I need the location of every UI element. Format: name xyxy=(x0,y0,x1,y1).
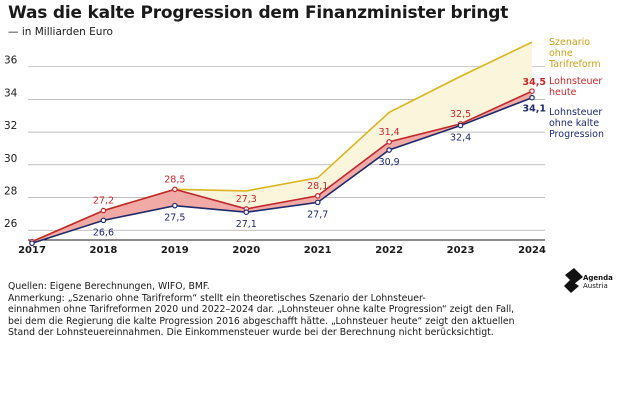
series-lines xyxy=(29,41,535,247)
x-tick-label: 2017 xyxy=(18,245,46,256)
data-label: 32,5 xyxy=(450,109,471,120)
point-heute xyxy=(386,139,392,145)
legend-entry-text: Szenario xyxy=(549,37,590,48)
point-ohne-kalte-progression xyxy=(172,202,178,209)
point-ohne-kalte-progression xyxy=(243,209,250,215)
annotation-line-2: einnahmen ohne Tarifreformen 2020 und 20… xyxy=(8,304,515,315)
x-tick-label: 2022 xyxy=(375,245,403,256)
data-label: 27,7 xyxy=(307,209,328,220)
data-labels: 27,2 28,5 27,3 28,1 31,4 32,5 26,6 27,5 27,1 27,7… xyxy=(93,77,546,238)
y-tick-label: 32 xyxy=(4,120,17,132)
data-label: 34,1 xyxy=(523,104,546,115)
point-heute xyxy=(314,193,321,199)
data-label: 26,6 xyxy=(93,227,114,238)
logo-name: Agenda xyxy=(583,274,613,282)
point-ohne-kalte-progression xyxy=(314,199,321,206)
legend: SzenarioohneTarifreformLohnsteuerheuteLo… xyxy=(548,37,604,140)
legend-entry-text: Lohnsteuer xyxy=(549,76,602,87)
point-ohne-kalte-progression xyxy=(457,122,464,129)
legend-entry-text: ohne xyxy=(549,48,573,59)
point-heute xyxy=(172,186,178,193)
annotation-line-1: Anmerkung: „Szenario ohne Tarifreform“ s… xyxy=(8,292,426,304)
x-tick-label: 2019 xyxy=(161,245,189,256)
point-ohne-kalte-progression xyxy=(386,147,392,153)
line-chart: 27,2 28,5 27,3 28,1 31,4 32,5 26,6 27,5 27,1 27,7… xyxy=(4,37,604,256)
point-ohne-kalte-progression xyxy=(100,217,107,224)
logo-text: Agenda Austria xyxy=(583,274,613,290)
chart-subtitle: — in Milliarden Euro xyxy=(8,26,113,38)
source-note: Quellen: Eigene Berechnungen, WIFO, BMF. xyxy=(8,281,210,292)
legend-entry-text: Lohnsteuer xyxy=(549,107,602,118)
data-label: 28,5 xyxy=(164,174,185,185)
annotation-line-3: bei dem die Regierung die kalte Progress… xyxy=(8,315,515,327)
x-tick-label: 2023 xyxy=(447,245,475,256)
data-label: 34,5 xyxy=(523,77,546,88)
footer: Quellen: Eigene Berechnungen, WIFO, BMF.… xyxy=(8,281,548,339)
chart-title: Was die kalte Progression dem Finanzmini… xyxy=(8,3,509,23)
legend-entry-text: Progression xyxy=(549,129,604,140)
point-heute xyxy=(100,207,107,214)
axis-labels: 26 28 30 32 34 36 2017 2018 2019 2020 2021 2022 2023… xyxy=(4,55,546,256)
y-tick-label: 28 xyxy=(4,185,17,197)
point-ohne-kalte-progression xyxy=(529,94,535,101)
point-heute xyxy=(529,88,535,94)
legend-entry-text: ohne kalte xyxy=(549,118,599,129)
data-label: 31,4 xyxy=(379,127,400,138)
y-tick-label: 34 xyxy=(4,87,18,99)
data-label: 32,4 xyxy=(450,133,471,144)
x-tick-label: 2018 xyxy=(90,245,118,256)
point-ohne-kalte-progression xyxy=(29,240,35,247)
red-area xyxy=(32,91,532,244)
x-tick-label: 2024 xyxy=(518,245,546,256)
data-label: 27,1 xyxy=(236,219,257,230)
x-tick-label: 2020 xyxy=(232,245,260,256)
logo-sub: Austria xyxy=(583,282,608,290)
y-tick-label: 30 xyxy=(4,153,17,165)
x-tick-label: 2021 xyxy=(304,245,332,256)
series-line-ohne-kalte-progression xyxy=(31,96,533,245)
agenda-austria-logo-icon xyxy=(564,268,583,293)
annotation-line-4: Stand der Lohnsteuereinnahmen. Die Einko… xyxy=(8,327,494,338)
y-tick-label: 26 xyxy=(4,218,18,230)
data-label: 28,1 xyxy=(307,181,328,192)
data-label: 27,2 xyxy=(93,196,114,207)
data-label: 27,3 xyxy=(236,194,257,205)
series-line-heute xyxy=(31,90,533,243)
data-label: 27,5 xyxy=(164,213,185,224)
legend-entry-text: heute xyxy=(549,87,577,98)
grid-lines xyxy=(28,66,545,241)
data-label: 30,9 xyxy=(379,157,400,168)
y-tick-label: 36 xyxy=(4,55,18,67)
legend-entry-text: Tarifreform xyxy=(548,59,601,70)
